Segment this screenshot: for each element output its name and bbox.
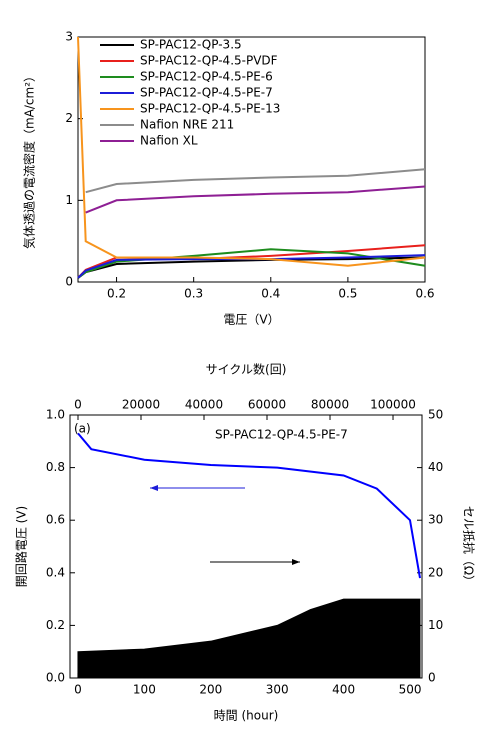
y-tick-label: 0 <box>65 275 73 289</box>
x-axis-label: 時間 (hour) <box>214 709 279 723</box>
legend-label: SP-PAC12-QP-4.5-PE-13 <box>140 102 280 116</box>
plot-frame <box>77 36 426 283</box>
legend-label: Nafion NRE 211 <box>140 118 234 132</box>
arrow-head <box>292 559 300 565</box>
line <box>77 36 426 267</box>
area <box>77 598 421 679</box>
y-tick-label: 0.8 <box>46 460 65 474</box>
y2-tick-label: 10 <box>428 618 443 632</box>
legend-label: SP-PAC12-QP-3.5 <box>140 38 242 52</box>
x2-tick-label: 0 <box>74 398 82 412</box>
x-axis-label: 電圧（V） <box>223 313 279 327</box>
arrow-head <box>150 485 158 491</box>
line <box>77 248 426 279</box>
legend-label: Nafion XL <box>140 134 198 148</box>
x2-tick-label: 80000 <box>311 398 349 412</box>
legend-label: SP-PAC12-QP-4.5-PE-7 <box>140 86 273 100</box>
x-tick-label: 300 <box>266 683 289 697</box>
y2-axis-label: セル抵抗（Ω） <box>462 506 477 587</box>
line <box>77 254 426 279</box>
y2-tick-label: 30 <box>428 513 443 527</box>
annotation: (a) <box>74 422 91 436</box>
x-tick-label: 200 <box>199 683 222 697</box>
annotation: SP-PAC12-QP-4.5-PE-7 <box>215 428 348 442</box>
line <box>85 168 426 194</box>
x-tick-label: 0.6 <box>415 287 434 301</box>
y-tick-label: 0.0 <box>46 671 65 685</box>
legend-label: SP-PAC12-QP-4.5-PE-6 <box>140 70 273 84</box>
x2-axis-label: サイクル数(回) <box>206 362 287 377</box>
x2-tick-label: 20000 <box>122 398 160 412</box>
x-tick-label: 0 <box>74 683 82 697</box>
x-tick-label: 0.5 <box>338 287 357 301</box>
y-axis-label: 開回路電圧 (V) <box>14 506 29 587</box>
y-tick-label: 3 <box>65 30 73 44</box>
x2-tick-label: 60000 <box>248 398 286 412</box>
x-tick-label: 0.4 <box>261 287 280 301</box>
line <box>77 432 421 579</box>
x-tick-label: 100 <box>133 683 156 697</box>
y-axis-label: 気体透過の電流密度（mA/cm²） <box>22 70 37 249</box>
x-tick-label: 500 <box>399 683 422 697</box>
line <box>85 185 426 214</box>
y-tick-label: 0.6 <box>46 513 65 527</box>
x2-tick-label: 100000 <box>370 398 416 412</box>
y2-tick-label: 40 <box>428 460 443 474</box>
x-tick-label: 0.2 <box>107 287 126 301</box>
y-tick-label: 2 <box>65 111 73 125</box>
x-tick-label: 0.3 <box>184 287 203 301</box>
y-tick-label: 0.4 <box>46 565 65 579</box>
legend-label: SP-PAC12-QP-4.5-PVDF <box>140 54 278 68</box>
y2-tick-label: 0 <box>428 671 436 685</box>
x-tick-label: 400 <box>332 683 355 697</box>
y-tick-label: 0.2 <box>46 618 65 632</box>
x2-tick-label: 40000 <box>185 398 223 412</box>
y-tick-label: 1 <box>65 193 73 207</box>
y2-tick-label: 20 <box>428 565 443 579</box>
y-tick-label: 1.0 <box>46 408 65 422</box>
y2-tick-label: 50 <box>428 408 443 422</box>
